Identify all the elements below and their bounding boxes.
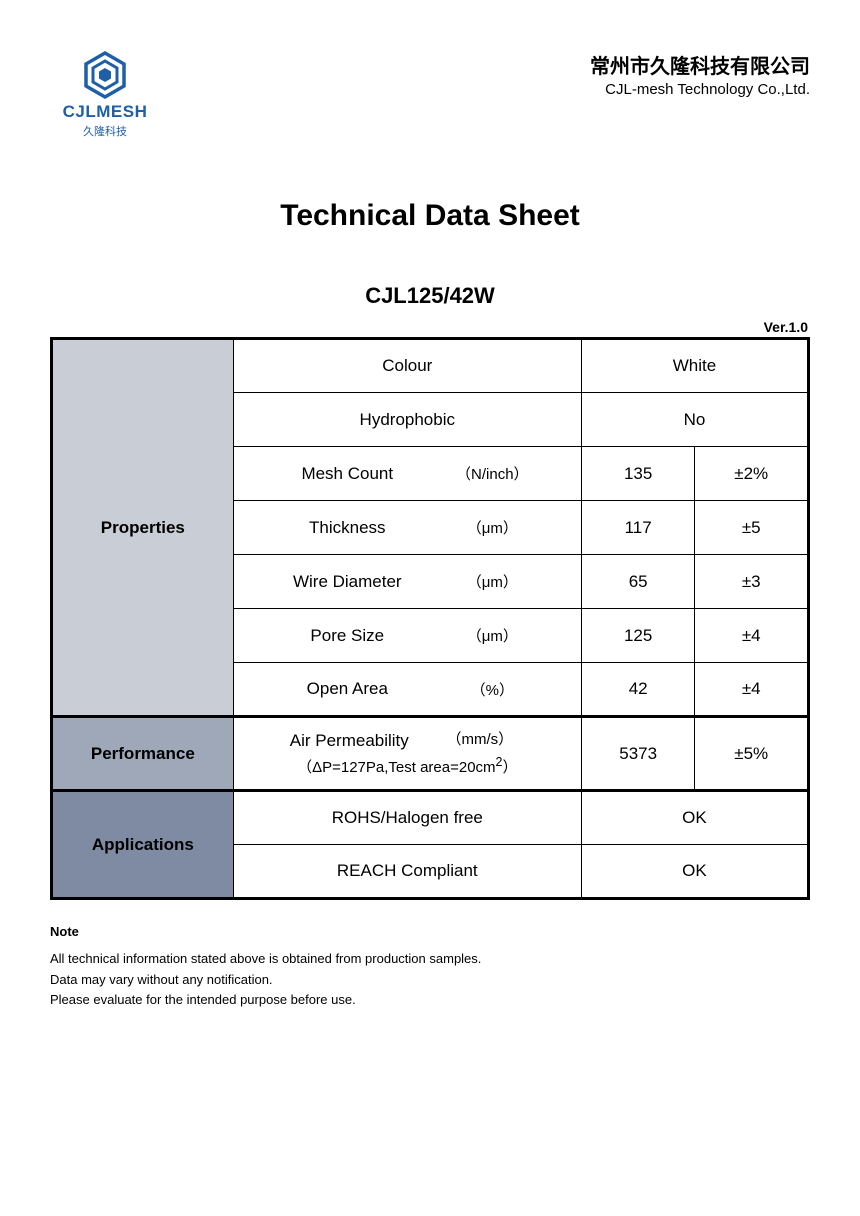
table-row: Applications ROHS/Halogen free OK (52, 791, 809, 845)
param-value: 117 (581, 501, 695, 555)
param-label: Open Area (277, 679, 417, 699)
param-cell: Mesh Count （N/inch） (233, 447, 581, 501)
param-cell: Open Area （%） (233, 663, 581, 717)
note-title: Note (50, 922, 810, 943)
company-block: 常州市久隆科技有限公司 CJL-mesh Technology Co.,Ltd. (590, 50, 810, 98)
table-row: Performance Air Permeability （mm/s） （ΔP=1… (52, 717, 809, 791)
param-value: OK (581, 845, 808, 899)
logo-subtitle: 久隆科技 (83, 123, 127, 139)
section-applications: Applications (52, 791, 234, 899)
param-unit: （μm） (447, 571, 537, 592)
note-line: All technical information stated above i… (50, 949, 810, 970)
logo-name: CJLMESH (63, 102, 148, 122)
company-name-en: CJL-mesh Technology Co.,Ltd. (590, 81, 810, 98)
param-label: Pore Size (277, 626, 417, 646)
param-unit: （%） (447, 679, 537, 700)
param-tolerance: ±2% (695, 447, 809, 501)
param-label: Thickness (277, 518, 417, 538)
note-block: Note All technical information stated ab… (50, 922, 810, 1011)
param-label: Hydrophobic (233, 393, 581, 447)
param-tolerance: ±3 (695, 555, 809, 609)
param-tolerance: ±5% (695, 717, 809, 791)
param-cell: Pore Size （μm） (233, 609, 581, 663)
hexagon-logo-icon (80, 50, 130, 100)
table-row: Properties Colour White (52, 339, 809, 393)
param-label: REACH Compliant (233, 845, 581, 899)
version-label: Ver.1.0 (50, 319, 810, 335)
param-value: No (581, 393, 808, 447)
param-label: Wire Diameter (277, 572, 417, 592)
param-condition: （ΔP=127Pa,Test area=20cm2） (297, 753, 517, 780)
param-unit: （N/inch） (447, 463, 537, 484)
param-label: Colour (233, 339, 581, 393)
param-cell: Air Permeability （mm/s） （ΔP=127Pa,Test ar… (233, 717, 581, 791)
param-value: White (581, 339, 808, 393)
param-cell: Thickness （μm） (233, 501, 581, 555)
param-value: 135 (581, 447, 695, 501)
param-value: 42 (581, 663, 695, 717)
company-name-cn: 常州市久隆科技有限公司 (590, 50, 810, 79)
param-label: ROHS/Halogen free (233, 791, 581, 845)
param-unit: （μm） (447, 517, 537, 538)
param-value: 125 (581, 609, 695, 663)
section-performance: Performance (52, 717, 234, 791)
data-table: Properties Colour White Hydrophobic No M… (50, 337, 810, 900)
product-code: CJL125/42W (50, 283, 810, 309)
param-cell: Wire Diameter （μm） (233, 555, 581, 609)
logo: CJLMESH 久隆科技 (50, 50, 160, 139)
param-value: 5373 (581, 717, 695, 791)
param-unit: （μm） (447, 625, 537, 646)
note-line: Data may vary without any notification. (50, 970, 810, 991)
param-unit: （mm/s） (435, 729, 525, 752)
param-value: OK (581, 791, 808, 845)
param-tolerance: ±4 (695, 663, 809, 717)
param-tolerance: ±4 (695, 609, 809, 663)
section-properties: Properties (52, 339, 234, 717)
note-line: Please evaluate for the intended purpose… (50, 990, 810, 1011)
param-tolerance: ±5 (695, 501, 809, 555)
page-title: Technical Data Sheet (50, 199, 810, 233)
param-label: Mesh Count (277, 464, 417, 484)
header: CJLMESH 久隆科技 常州市久隆科技有限公司 CJL-mesh Techno… (50, 50, 810, 139)
param-value: 65 (581, 555, 695, 609)
param-label: Air Permeability (290, 728, 409, 754)
